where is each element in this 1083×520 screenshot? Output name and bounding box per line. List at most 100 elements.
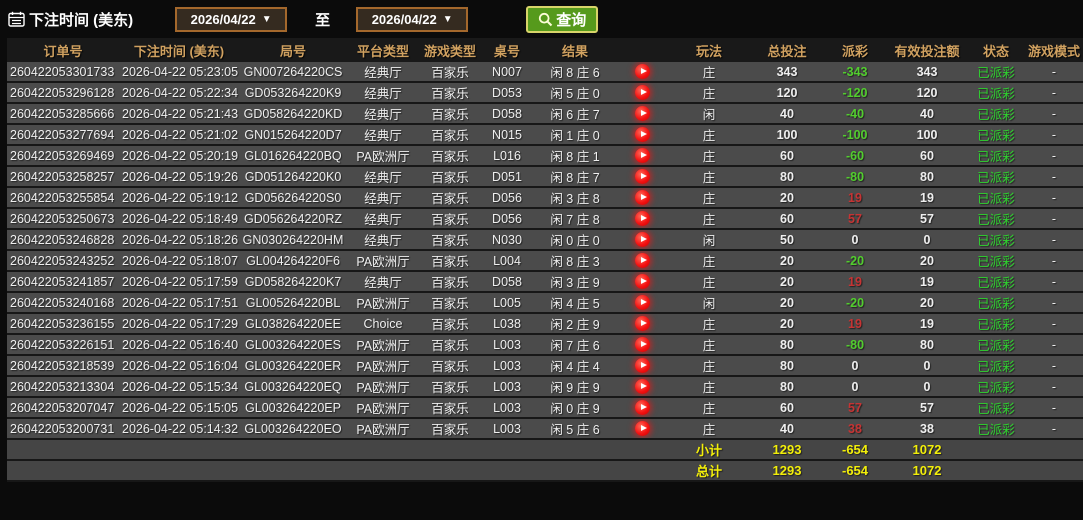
game-type-cell: 百家乐 — [419, 230, 481, 251]
play-cell — [617, 272, 667, 293]
payout-cell: -20 — [823, 293, 887, 314]
platform-cell: Choice — [347, 314, 419, 335]
order-id-cell: 260422053226151 — [7, 335, 119, 356]
search-button[interactable]: 查询 — [526, 5, 599, 33]
game-type-cell: 百家乐 — [419, 398, 481, 419]
play-video-icon[interactable] — [634, 274, 650, 290]
table-row: 260422053255854 2026-04-22 05:19:12 GD0562… — [7, 188, 1083, 209]
table-no-cell: L003 — [481, 398, 533, 419]
bet-side-cell: 闲 — [667, 293, 751, 314]
bet-time-cell: 2026-04-22 05:18:49 — [119, 209, 239, 230]
date-from-value: 2026/04/22 — [190, 11, 256, 27]
table-row: 260422053250673 2026-04-22 05:18:49 GD0562… — [7, 209, 1083, 230]
play-video-icon[interactable] — [634, 316, 650, 332]
valid-bet-cell: 38 — [887, 419, 967, 440]
column-header-13: 游戏模式 — [1025, 38, 1083, 62]
order-id-cell: 260422053236155 — [7, 314, 119, 335]
table-no-cell: L003 — [481, 377, 533, 398]
valid-bet-cell: 19 — [887, 188, 967, 209]
order-id-cell: 260422053277694 — [7, 125, 119, 146]
order-id-cell: 260422053200731 — [7, 419, 119, 440]
round-id-cell: GL003264220EQ — [239, 377, 347, 398]
table-no-cell: L016 — [481, 146, 533, 167]
bet-side-cell: 庄 — [667, 251, 751, 272]
order-id-cell: 260422053241857 — [7, 272, 119, 293]
status-cell: 已派彩 — [967, 314, 1025, 335]
play-cell — [617, 377, 667, 398]
valid-bet-cell: 100 — [887, 125, 967, 146]
bet-time-cell: 2026-04-22 05:22:34 — [119, 83, 239, 104]
round-id-cell: GN015264220D7 — [239, 125, 347, 146]
play-cell — [617, 335, 667, 356]
play-video-icon[interactable] — [634, 85, 650, 101]
bet-records-table: 订单号 下注时间 (美东) 局号 平台类型 游戏类型 桌号 结果 玩法 总投注 派彩 有效投注额 状态… — [7, 38, 1083, 482]
bet-time-cell: 2026-04-22 05:15:34 — [119, 377, 239, 398]
play-video-icon[interactable] — [634, 337, 650, 353]
table-no-cell: D053 — [481, 83, 533, 104]
valid-bet-cell: 20 — [887, 293, 967, 314]
play-video-icon[interactable] — [634, 400, 650, 416]
play-video-icon[interactable] — [634, 190, 650, 206]
total-bet-cell: 80 — [751, 356, 823, 377]
payout-cell: 0 — [823, 230, 887, 251]
chevron-down-icon: ▼ — [442, 13, 453, 25]
bet-time-cell: 2026-04-22 05:16:40 — [119, 335, 239, 356]
summary-total-bet: 1293 — [751, 461, 823, 482]
play-cell — [617, 83, 667, 104]
play-video-icon[interactable] — [634, 421, 650, 437]
play-cell — [617, 146, 667, 167]
game-mode-cell: - — [1025, 209, 1083, 230]
play-cell — [617, 398, 667, 419]
play-video-icon[interactable] — [634, 169, 650, 185]
game-mode-cell: - — [1025, 314, 1083, 335]
play-video-icon[interactable] — [634, 379, 650, 395]
game-type-cell: 百家乐 — [419, 62, 481, 83]
total-row: 总计 1293 -654 1072 — [7, 461, 1083, 482]
payout-cell: -60 — [823, 146, 887, 167]
order-id-cell: 260422053207047 — [7, 398, 119, 419]
play-video-icon[interactable] — [634, 106, 650, 122]
order-id-cell: 260422053258257 — [7, 167, 119, 188]
date-range-to-label: 至 — [315, 11, 331, 29]
column-header-9: 总投注 — [751, 38, 823, 62]
game-mode-cell: - — [1025, 272, 1083, 293]
date-to-select[interactable]: 2026/04/22 ▼ — [356, 6, 469, 32]
play-video-icon[interactable] — [634, 295, 650, 311]
table-row: 260422053269469 2026-04-22 05:20:19 GL0162… — [7, 146, 1083, 167]
summary-spacer-cell — [967, 440, 1083, 461]
summary-payout: -654 — [823, 461, 887, 482]
table-row: 260422053218539 2026-04-22 05:16:04 GL0032… — [7, 356, 1083, 377]
play-video-icon[interactable] — [634, 232, 650, 248]
play-video-icon[interactable] — [634, 148, 650, 164]
subtotal-row: 小计 1293 -654 1072 — [7, 440, 1083, 461]
game-type-cell: 百家乐 — [419, 356, 481, 377]
bet-time-cell: 2026-04-22 05:18:26 — [119, 230, 239, 251]
order-id-cell: 260422053218539 — [7, 356, 119, 377]
status-cell: 已派彩 — [967, 251, 1025, 272]
search-icon — [538, 12, 553, 27]
column-header-6: 结果 — [533, 38, 617, 62]
order-id-cell: 260422053255854 — [7, 188, 119, 209]
total-bet-cell: 343 — [751, 62, 823, 83]
play-video-icon[interactable] — [634, 211, 650, 227]
bet-side-cell: 闲 — [667, 104, 751, 125]
table-no-cell: D051 — [481, 167, 533, 188]
column-header-4: 游戏类型 — [419, 38, 481, 62]
play-video-icon[interactable] — [634, 253, 650, 269]
play-video-icon[interactable] — [634, 64, 650, 80]
payout-cell: 38 — [823, 419, 887, 440]
valid-bet-cell: 19 — [887, 314, 967, 335]
valid-bet-cell: 20 — [887, 251, 967, 272]
calendar-icon — [8, 11, 25, 27]
payout-cell: 57 — [823, 209, 887, 230]
platform-cell: 经典厅 — [347, 125, 419, 146]
date-from-select[interactable]: 2026/04/22 ▼ — [175, 6, 288, 32]
play-video-icon[interactable] — [634, 358, 650, 374]
total-bet-cell: 120 — [751, 83, 823, 104]
play-cell — [617, 62, 667, 83]
payout-cell: -120 — [823, 83, 887, 104]
table-body: 260422053301733 2026-04-22 05:23:05 GN0072… — [7, 62, 1083, 440]
play-video-icon[interactable] — [634, 127, 650, 143]
total-bet-cell: 20 — [751, 188, 823, 209]
column-header-5: 桌号 — [481, 38, 533, 62]
